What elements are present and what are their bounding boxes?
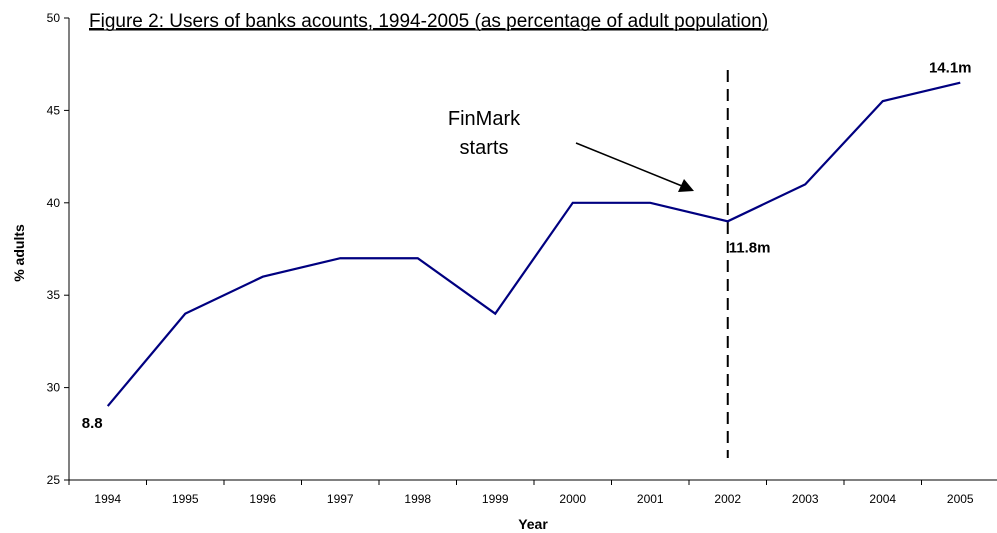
y-tick-label: 35 bbox=[47, 288, 61, 302]
data-labels: 8.8 11.8m 14.1m bbox=[82, 60, 972, 432]
x-tick-label: 1995 bbox=[172, 492, 199, 506]
x-tick-label: 2001 bbox=[637, 492, 664, 506]
y-tick-label: 30 bbox=[47, 381, 61, 395]
series-line bbox=[106, 81, 961, 407]
annotation-line-1: FinMark bbox=[448, 108, 521, 130]
y-axis: 25 30 35 40 45 50 bbox=[47, 11, 70, 487]
x-tick-label: 1998 bbox=[404, 492, 431, 506]
x-axis-label: Year bbox=[518, 516, 548, 532]
x-tick-label: 1994 bbox=[94, 492, 121, 506]
y-tick-label: 45 bbox=[47, 103, 61, 117]
data-label: 11.8m bbox=[729, 239, 771, 256]
series-line-group bbox=[106, 81, 961, 407]
data-label: 14.1m bbox=[929, 60, 972, 77]
annotation-arrowhead bbox=[678, 179, 694, 192]
x-tick-label: 2003 bbox=[792, 492, 819, 506]
x-tick-label: 2004 bbox=[869, 492, 896, 506]
x-tick-label: 2000 bbox=[559, 492, 586, 506]
y-tick-label: 40 bbox=[47, 196, 61, 210]
x-tick-label: 2005 bbox=[947, 492, 974, 506]
x-axis: 1994 1995 1996 1997 1998 1999 2000 2001 2002 2003… bbox=[68, 479, 997, 506]
x-tick-label: 1996 bbox=[249, 492, 276, 506]
y-tick-label: 50 bbox=[47, 11, 61, 25]
annotation-arrow-shaft bbox=[575, 142, 683, 187]
annotation-line-2: starts bbox=[460, 137, 509, 159]
chart-title: Figure 2: Users of banks acounts, 1994-2… bbox=[89, 11, 768, 32]
x-tick-label: 1997 bbox=[327, 492, 354, 506]
x-tick-label: 2002 bbox=[714, 492, 741, 506]
data-label: 8.8 bbox=[82, 415, 103, 432]
y-tick-label: 25 bbox=[47, 473, 61, 487]
x-tick-label: 1999 bbox=[482, 492, 509, 506]
y-axis-label: % adults bbox=[11, 224, 27, 282]
finmark-annotation: FinMark starts bbox=[448, 108, 694, 192]
